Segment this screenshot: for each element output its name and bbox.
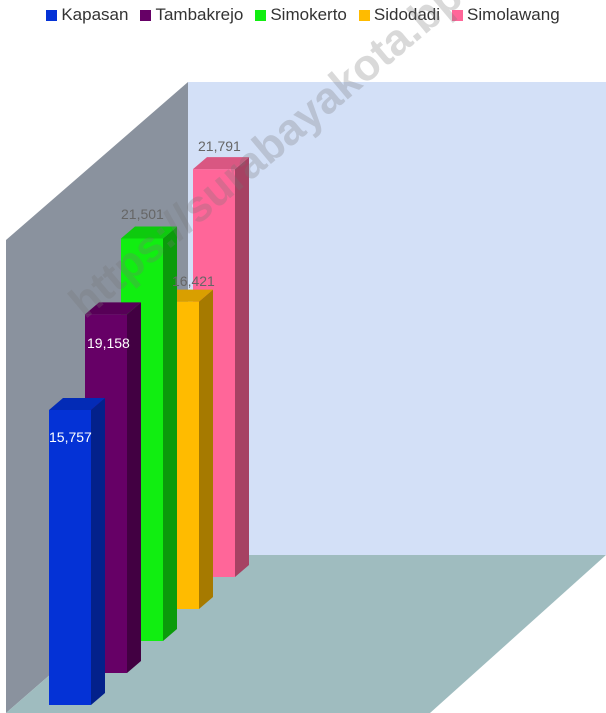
data-label-tambakrejo: 19,158 bbox=[87, 335, 130, 351]
bar-side-face bbox=[91, 398, 105, 705]
legend-item-simolawang: Simolawang bbox=[452, 4, 560, 26]
legend-swatch bbox=[358, 9, 370, 21]
bar-side-face bbox=[235, 157, 249, 577]
legend-item-tambakrejo: Tambakrejo bbox=[140, 4, 243, 26]
bar-side-face bbox=[163, 226, 177, 641]
legend-swatch bbox=[452, 9, 464, 21]
legend: Kapasan Tambakrejo Simokerto Sidodadi Simola… bbox=[0, 4, 606, 26]
legend-item-sidodadi: Sidodadi bbox=[358, 4, 441, 26]
labels-group: 15,757 19,158 21,501 16,421 21,791 bbox=[49, 138, 241, 445]
data-label-kapasan: 15,757 bbox=[49, 429, 92, 445]
data-label-sidodadi: 16,421 bbox=[172, 273, 215, 289]
bar-top-face bbox=[49, 398, 105, 411]
legend-label: Tambakrejo bbox=[155, 5, 244, 24]
bar-top-face bbox=[193, 157, 249, 170]
bar-top-face bbox=[121, 226, 177, 239]
bar-side-face bbox=[127, 302, 141, 673]
legend-label: Kapasan bbox=[61, 5, 129, 24]
bars-group bbox=[49, 157, 249, 705]
data-label-simokerto: 21,501 bbox=[121, 206, 164, 222]
back-wall bbox=[188, 82, 606, 555]
legend-item-kapasan: Kapasan bbox=[46, 4, 128, 26]
bar-side-face bbox=[199, 289, 213, 609]
data-label-simolawang: 21,791 bbox=[198, 138, 241, 154]
legend-label: Sidodadi bbox=[373, 5, 441, 24]
legend-swatch bbox=[255, 9, 267, 21]
legend-label: Simolawang bbox=[467, 5, 560, 24]
bar-top-face bbox=[85, 302, 141, 315]
legend-item-simokerto: Simokerto bbox=[255, 4, 347, 26]
bar-front-face bbox=[49, 410, 91, 705]
legend-swatch bbox=[46, 9, 58, 21]
legend-label: Simokerto bbox=[270, 5, 347, 24]
legend-swatch bbox=[140, 9, 152, 21]
bar-kapasan bbox=[49, 398, 105, 705]
